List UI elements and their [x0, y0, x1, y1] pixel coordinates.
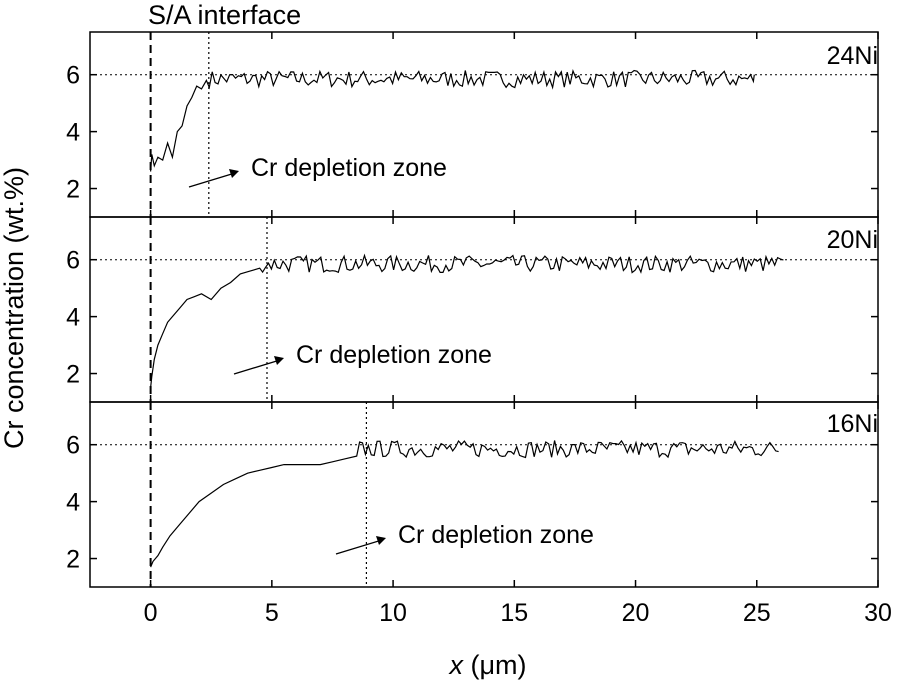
x-axis-label: x (μm) [447, 650, 526, 680]
x-tick-label: 30 [864, 599, 892, 627]
zone-arrow-shaft [233, 359, 281, 375]
panel-label-20ni: 20Ni [827, 226, 878, 254]
y-tick-label: 4 [66, 304, 80, 332]
cr-profile-line [150, 439, 779, 568]
zone-label-20ni: Cr depletion zone [296, 341, 492, 369]
x-axis-label-variable: x [447, 650, 464, 680]
x-tick-label: 10 [379, 599, 407, 627]
panel-label-24ni: 24Ni [827, 42, 878, 70]
zone-label-16ni: Cr depletion zone [398, 521, 594, 549]
interface-label: S/A interface [148, 0, 301, 30]
y-tick-label: 2 [66, 176, 80, 204]
x-tick-label: 25 [743, 599, 771, 627]
cr-profile-line [150, 69, 755, 172]
zone-arrow-head [376, 536, 386, 545]
x-tick-label: 0 [144, 599, 158, 627]
y-tick-label: 4 [66, 489, 80, 517]
x-tick-label: 20 [622, 599, 650, 627]
y-tick-label: 6 [66, 247, 80, 275]
zone-arrow-head [274, 356, 284, 365]
zone-arrow-head [229, 169, 239, 178]
x-tick-label: 15 [500, 599, 528, 627]
x-axis-label-unit: (μm) [463, 650, 527, 680]
panel-frame [89, 401, 879, 588]
panel-label-16ni: 16Ni [827, 410, 878, 438]
zone-arrow-shaft [335, 539, 383, 555]
y-tick-label: 6 [66, 62, 80, 90]
y-tick-label: 4 [66, 119, 80, 147]
panel-16ni: 16Ni Cr depletion zone 2 4 6 [66, 401, 879, 588]
zone-arrow-shaft [188, 172, 236, 188]
y-axis-label: Cr concentration (wt.%) [0, 167, 29, 449]
y-tick-label: 6 [66, 432, 80, 460]
y-tick-label: 2 [66, 361, 80, 389]
panel-frame [89, 31, 879, 218]
x-tick-labels: 0 5 10 15 20 25 30 [144, 599, 892, 627]
y-tick-label: 2 [66, 546, 80, 574]
zone-label-24ni: Cr depletion zone [251, 154, 447, 182]
panel-24ni: 24Ni Cr depletion zone 2 4 6 [66, 31, 879, 218]
panel-frame [89, 216, 879, 403]
x-tick-label: 5 [265, 599, 279, 627]
panel-20ni: 20Ni Cr depletion zone 2 4 6 [66, 216, 879, 403]
cr-profile-line [150, 253, 784, 388]
